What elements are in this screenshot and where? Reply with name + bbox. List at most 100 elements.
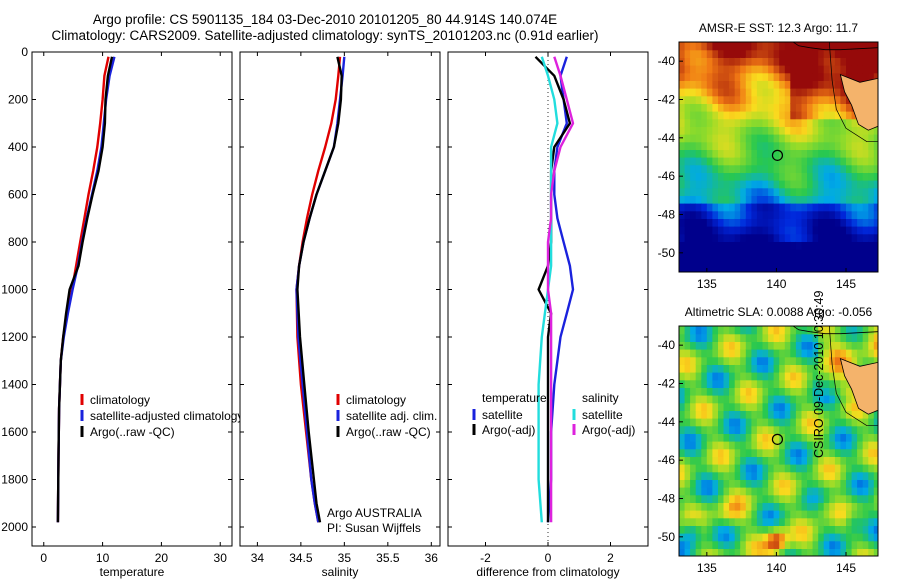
sla_map-cell [723,395,730,404]
sst_map-cell [690,195,697,204]
sst_map-cell [807,141,814,150]
sst_map-cell [784,72,791,81]
sla_map-cell [851,433,858,442]
sla_map-cell [818,510,825,519]
sst_map-cell [873,241,878,250]
sst_map-cell [690,57,697,66]
sst_map-cell [773,210,780,219]
sst_map-cell [695,210,702,219]
sst_map-cell [751,149,758,158]
sla_map-cell [868,349,875,358]
sst_map-cell [701,126,708,135]
sst_map-cell [718,241,725,250]
sst_map-cell [718,126,725,135]
sla_map-cell [740,395,747,404]
sst_map-cell [823,157,830,166]
sst_map-cell [873,164,878,173]
sla_map-cell [834,333,842,342]
sst_map-cell [679,187,686,196]
sst_map-cell [679,80,686,89]
sst_map-cell [690,157,697,166]
sla_map-cell [706,471,713,480]
sst_map-cell [751,233,758,242]
sst_map-cell [818,80,825,89]
sla_map-cell [729,333,736,342]
sst_map-cell [706,103,713,112]
sla_map-cell [790,402,797,411]
sst_map-cell [729,118,736,127]
sst_map-cell [729,172,736,181]
sla_map-cell [807,548,814,556]
sla_map-cell [784,548,791,556]
sla_map-cell [734,364,741,373]
sst_map-cell [695,118,702,127]
sst_map-cell [790,157,797,166]
sst_map-cell [718,88,725,97]
sla_map-cell [873,448,878,457]
sla_map-cell [795,441,803,450]
sst_map-cell [768,42,775,51]
sst_map-cell [734,203,741,212]
sst_map-cell [768,233,775,242]
sst_map-cell [718,256,725,265]
sst_map-cell [784,42,791,43]
sst_map-cell [868,149,875,158]
sla_map-cell [762,333,769,342]
sst_map-cell [790,210,797,219]
sst_map-cell [840,88,847,97]
sst_map-cell [729,226,736,235]
sla_map-cell [718,326,725,327]
sst_map-cell [784,241,791,250]
sla_map-cell [690,372,697,381]
sla_map-cell [768,510,775,519]
sst_map-cell [818,65,825,74]
sla_map-cell [823,395,830,404]
sst_map-cell [745,118,752,127]
sla_map-frame [678,325,879,557]
sst_map-cell [851,42,858,43]
sla_map-cell [684,448,691,457]
sst_map-cell [795,57,803,66]
sst_map-cell [712,195,719,204]
sst_map-cell [868,42,875,43]
sla_map-cell [729,364,736,373]
sla_map-cell [779,448,786,457]
sla_map-cell [790,410,797,419]
sst_map-cell [829,95,836,104]
sst_map-cell [862,249,869,258]
sla_map-cell [690,441,697,450]
sst_map-cell [773,141,780,150]
sst_map-cell [684,218,691,227]
sst_map-cell [862,72,869,81]
sla_map-cell [779,548,786,556]
sla_map-cell [695,540,702,549]
sst_map-cell [779,210,786,219]
temperature-xtick-label: 10 [96,551,110,565]
sla_map-cell [718,456,725,465]
sst_map-cell [801,88,808,97]
sla_map-cell [801,341,808,350]
sst_map-cell [790,195,797,204]
sla_map-cell [801,487,808,496]
sla_map-cell [723,341,730,350]
sst_map-cell [862,42,869,43]
sla_map-cell [740,448,747,457]
sla_map-cell [857,487,864,496]
sst_map-cell [846,180,853,189]
sst_map-cell [706,95,713,104]
sla_map-cell [846,433,853,442]
sst_map-cell [851,226,858,235]
sst_map-cell [695,141,702,150]
sla_map-cell [873,464,878,473]
sst_map-cell [745,141,752,150]
sla_map-cell [684,456,691,465]
sla_map-cell [873,433,878,442]
sla_map-cell [756,372,764,381]
sla_map-cell [862,448,869,457]
sla_map-cell [795,356,803,365]
sst_map-cell [812,49,819,58]
sla_map-cell [795,448,803,457]
sst_map-cell [784,103,791,112]
sla_map-cell [712,441,719,450]
sst_map-cell [706,65,713,74]
